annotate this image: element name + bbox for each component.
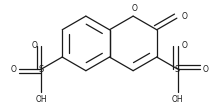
Text: OH: OH <box>172 95 183 104</box>
Text: S: S <box>39 65 44 74</box>
Text: O: O <box>131 4 137 13</box>
Text: OH: OH <box>36 95 47 104</box>
Text: O: O <box>182 40 188 49</box>
Text: O: O <box>203 65 209 74</box>
Text: S: S <box>175 65 180 74</box>
Text: O: O <box>10 65 16 74</box>
Text: O: O <box>181 12 187 21</box>
Text: O: O <box>31 40 37 49</box>
